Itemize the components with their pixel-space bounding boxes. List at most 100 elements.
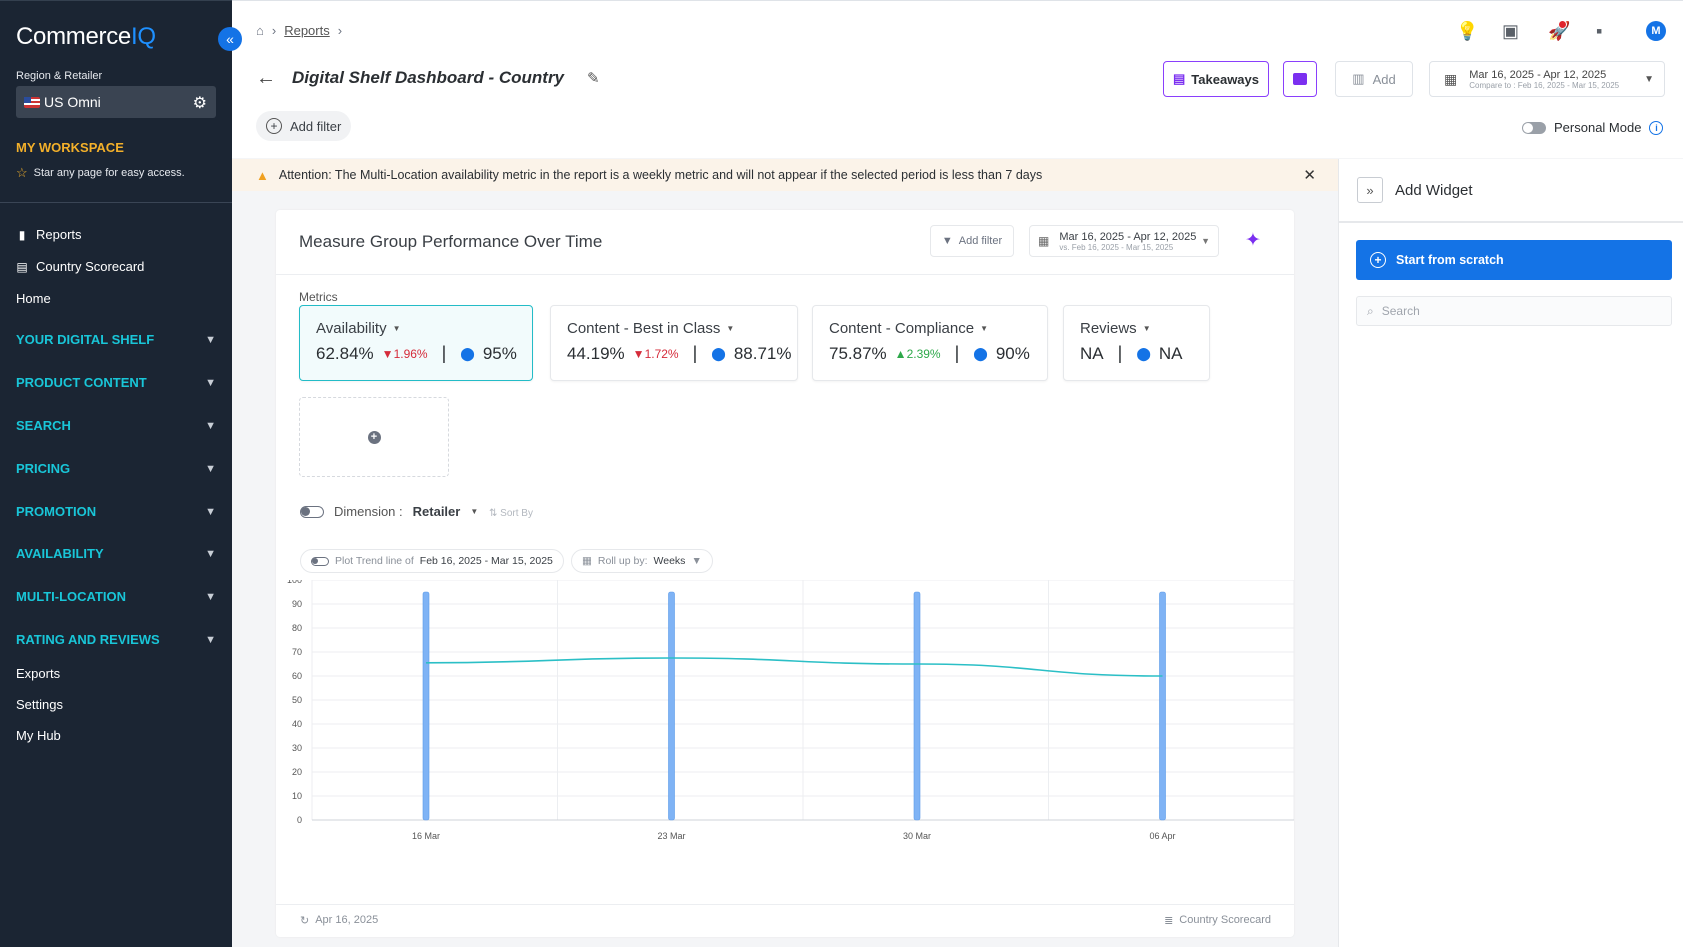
add-widget-button[interactable]: ▥ Add: [1335, 61, 1413, 97]
widget-date-main: Mar 16, 2025 - Apr 12, 2025: [1059, 230, 1197, 243]
takeaways-button[interactable]: ▤ Takeaways: [1163, 61, 1269, 97]
sidebar-item-home[interactable]: Home: [16, 291, 51, 306]
gear-icon[interactable]: ⚙: [192, 95, 207, 112]
widget-date-picker[interactable]: ▦ Mar 16, 2025 - Apr 12, 2025 vs. Feb 16…: [1029, 225, 1219, 257]
sidebar-section-digital-shelf[interactable]: YOUR DIGITAL SHELF ▼: [16, 332, 216, 347]
edit-icon[interactable]: ✎: [587, 70, 600, 87]
y-tick-label: 30: [292, 743, 302, 753]
caret-down-icon: ▼: [392, 324, 401, 333]
commerceiq-logo[interactable]: CommerceIQ: [16, 23, 156, 50]
region-select[interactable]: US Omni ⚙: [16, 86, 216, 118]
workspace-sub: ☆ Star any page for easy access.: [16, 165, 185, 180]
target-pin-icon: ⬤: [711, 345, 726, 361]
ai-sparkle-icon[interactable]: ✦: [1245, 230, 1261, 251]
toggle-switch[interactable]: [1522, 121, 1546, 134]
target-pin-icon: ⬤: [973, 345, 988, 361]
close-icon[interactable]: ✕: [1303, 167, 1316, 184]
add-metric-button[interactable]: +: [299, 397, 449, 477]
dimension-selector[interactable]: Dimension : Retailer ▼: [300, 504, 478, 519]
star-icon: ☆: [16, 165, 28, 180]
data-source: ≣ Country Scorecard: [1164, 914, 1271, 927]
feedback-icon[interactable]: ▪: [1596, 21, 1603, 41]
refresh-icon: ↻: [300, 915, 310, 927]
panel-title: Add Widget: [1395, 182, 1473, 199]
sidebar-section-multi-location[interactable]: MULTI-LOCATION ▼: [16, 589, 216, 604]
image-icon: [1293, 73, 1307, 85]
sidebar-section-product-content[interactable]: PRODUCT CONTENT ▼: [16, 375, 216, 390]
y-tick-label: 100: [287, 580, 302, 585]
bar-target: [668, 591, 675, 821]
metric-card-reviews[interactable]: Reviews ▼ NA | ⬤ NA: [1063, 305, 1210, 381]
caret-down-icon: ▼: [691, 555, 702, 567]
performance-chart: 0 10 20 30 40 50 60 70 80 90 100 16 Mar 23 Mar 30 Mar…: [287, 580, 1294, 841]
plot-trend-toggle[interactable]: Plot Trend line of Feb 16, 2025 - Mar 15,…: [300, 549, 564, 573]
start-from-scratch-button[interactable]: + Start from scratch: [1356, 240, 1672, 280]
back-arrow-icon[interactable]: ←: [256, 67, 276, 89]
lightbulb-icon[interactable]: 💡: [1456, 21, 1479, 41]
y-tick-label: 20: [292, 767, 302, 777]
sidebar-section-pricing[interactable]: PRICING ▼: [16, 461, 216, 476]
chevron-down-icon: ▼: [205, 462, 216, 475]
sidebar-item-exports[interactable]: Exports: [16, 666, 61, 681]
add-widget-panel: » Add Widget + Start from scratch ⌕ Search: [1338, 159, 1683, 947]
page-title: Digital Shelf Dashboard - Country: [292, 68, 565, 87]
expand-icon[interactable]: »: [1357, 177, 1383, 203]
trend-toggle-switch[interactable]: [311, 556, 329, 566]
region-retailer: Omni: [67, 94, 101, 110]
header: ⌂ › Reports › ← Digital Shelf Dashboard - …: [232, 0, 1683, 158]
widget-title: Measure Group Performance Over Time: [299, 232, 603, 251]
sidebar-item-my-hub[interactable]: My Hub: [16, 728, 61, 743]
sidebar-section-promotion[interactable]: PROMOTION ▼: [16, 504, 216, 519]
media-button[interactable]: [1283, 61, 1317, 97]
warning-icon: ▲: [256, 167, 269, 183]
calendar-icon: ▦: [1038, 234, 1050, 248]
avatar[interactable]: M: [1646, 21, 1666, 41]
chart-add-icon: ▥: [1352, 71, 1365, 86]
date-range-picker[interactable]: ▦ Mar 16, 2025 - Apr 12, 2025 Compare to…: [1429, 61, 1665, 97]
widget-add-filter-button[interactable]: ▼ Add filter: [930, 225, 1014, 257]
rollup-selector[interactable]: ▦ Roll up by: Weeks ▼: [571, 549, 713, 573]
bar-target: [913, 591, 921, 821]
y-tick-label: 10: [292, 791, 302, 801]
sort-by-button[interactable]: ⇅ Sort By: [489, 508, 533, 519]
breadcrumb-reports[interactable]: Reports: [284, 23, 330, 38]
chevron-down-icon: ▼: [205, 633, 216, 646]
home-icon[interactable]: ⌂: [256, 23, 264, 38]
chevron-down-icon: ▼: [205, 590, 216, 603]
sidebar-section-search[interactable]: SEARCH ▼: [16, 418, 216, 433]
widget-date-vs: vs. Feb 16, 2025 - Mar 15, 2025: [1059, 242, 1174, 252]
info-icon[interactable]: i: [1649, 120, 1664, 135]
calendar-icon: ▦: [1444, 70, 1458, 87]
chevron-down-icon: ▼: [205, 547, 216, 560]
caret-down-icon: ▼: [980, 324, 988, 333]
caret-down-icon: ▼: [726, 324, 735, 333]
date-range-compare: Compare to : Feb 16, 2025 - Mar 15, 2025: [1469, 80, 1620, 90]
metrics-label: Metrics: [299, 290, 338, 304]
date-range-main: Mar 16, 2025 - Apr 12, 2025: [1469, 68, 1607, 81]
caret-down-icon: ▼: [1644, 73, 1654, 85]
region-value: US: [44, 94, 64, 110]
archive-icon[interactable]: ▣: [1502, 21, 1520, 41]
bar-target: [1159, 591, 1166, 821]
metric-card-availability[interactable]: Availability ▼ 62.84% ▼1.96% | ⬤ 95%: [299, 305, 533, 381]
sidebar-section-rating-reviews[interactable]: RATING AND REVIEWS ▼: [16, 632, 216, 647]
sidebar-item-settings[interactable]: Settings: [16, 697, 63, 712]
widget-search-input[interactable]: ⌕ Search: [1356, 296, 1672, 326]
metric-card-content-compliance[interactable]: Content - Compliance ▼ 75.87% ▲2.39% | ⬤ 90%: [812, 305, 1048, 381]
sidebar-section-availability[interactable]: AVAILABILITY ▼: [16, 546, 216, 561]
sidebar-item-reports[interactable]: ▮ Reports: [16, 227, 82, 242]
personal-mode-toggle[interactable]: Personal Mode i: [1522, 120, 1664, 135]
dimension-toggle[interactable]: [300, 505, 324, 518]
chevron-down-icon: ▼: [205, 376, 216, 389]
collapse-sidebar-button[interactable]: «: [218, 27, 242, 51]
sidebar: CommerceIQ Region & Retailer US Omni ⚙ M…: [0, 0, 232, 947]
target-pin-icon: ⬤: [1136, 345, 1151, 361]
chevron-down-icon: ▼: [205, 333, 216, 346]
add-filter-button[interactable]: + Add filter: [256, 111, 352, 141]
x-tick-label: 16 Mar: [412, 831, 440, 841]
attention-banner: ▲ Attention: The Multi-Location availabi…: [232, 159, 1338, 191]
y-tick-label: 90: [292, 599, 302, 609]
metric-card-content-best-in-class[interactable]: Content - Best in Class ▼ 44.19% ▼1.72% | ⬤ 8…: [550, 305, 798, 381]
y-tick-label: 70: [292, 647, 302, 657]
sidebar-item-country-scorecard[interactable]: ▤ Country Scorecard: [16, 259, 145, 274]
